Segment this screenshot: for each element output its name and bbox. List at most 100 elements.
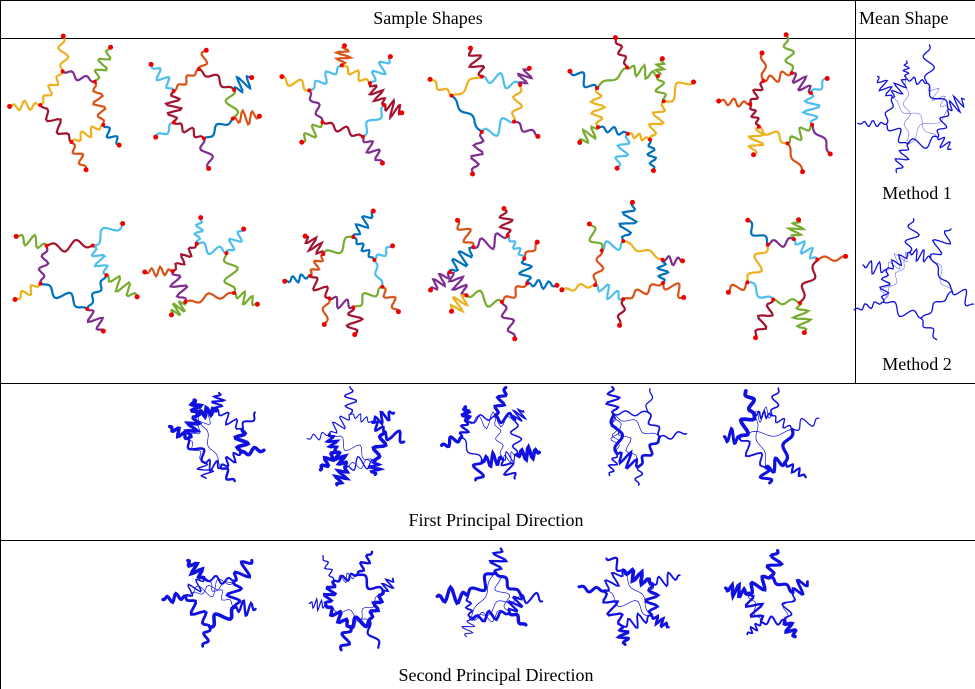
endpoint xyxy=(322,322,327,327)
shape-graph xyxy=(282,209,401,338)
endpoint xyxy=(380,161,385,166)
junction xyxy=(195,242,199,246)
edge xyxy=(203,627,211,646)
edge xyxy=(517,447,539,459)
shape-graph xyxy=(607,387,687,485)
edge xyxy=(199,69,234,90)
shape-graph xyxy=(149,48,262,171)
edge xyxy=(903,79,910,144)
endpoint xyxy=(206,166,211,171)
edge xyxy=(761,53,766,81)
edge xyxy=(803,93,819,125)
edge xyxy=(482,453,503,466)
edge xyxy=(580,127,598,143)
endpoint xyxy=(587,221,592,226)
edge xyxy=(16,235,46,248)
endpoint xyxy=(726,290,731,295)
edge xyxy=(521,593,542,603)
shape-graph xyxy=(567,35,696,173)
endpoint xyxy=(660,56,665,61)
edge xyxy=(749,127,763,155)
endpoint xyxy=(7,104,12,109)
edge xyxy=(462,619,474,637)
edge xyxy=(800,260,817,303)
shape-graph xyxy=(13,221,140,334)
junction xyxy=(480,75,484,79)
edge xyxy=(197,242,227,254)
endpoint xyxy=(796,217,801,222)
edge xyxy=(570,71,597,88)
junction xyxy=(480,130,484,134)
figure: Sample Shapes Mean Shape Method 1 Method… xyxy=(0,0,975,689)
edge xyxy=(921,291,952,318)
junction xyxy=(172,121,176,125)
edge xyxy=(221,467,235,481)
edge xyxy=(664,82,694,102)
edge xyxy=(323,237,353,254)
edge xyxy=(173,244,197,272)
endpoint xyxy=(153,135,158,140)
edge xyxy=(508,236,525,259)
edge xyxy=(886,124,907,144)
edge xyxy=(163,594,186,603)
edge xyxy=(353,287,382,308)
edge xyxy=(660,432,687,439)
edge xyxy=(794,239,818,260)
edge xyxy=(952,289,973,306)
edge xyxy=(747,282,773,299)
edge xyxy=(878,76,893,97)
edge xyxy=(863,261,886,274)
junction xyxy=(522,257,526,261)
edge xyxy=(370,57,391,84)
junction xyxy=(372,258,376,262)
edge xyxy=(305,236,323,254)
endpoint xyxy=(14,234,19,239)
junction xyxy=(595,86,599,90)
edge xyxy=(639,437,660,467)
edge xyxy=(858,121,887,127)
edge xyxy=(726,585,748,597)
shape-graph xyxy=(279,43,404,165)
endpoint xyxy=(120,221,125,226)
junction xyxy=(809,91,813,95)
edge xyxy=(811,79,827,94)
endpoint xyxy=(800,169,805,174)
edge xyxy=(615,38,627,68)
edge xyxy=(87,275,106,309)
junction xyxy=(320,120,324,124)
edge xyxy=(750,104,759,127)
edge xyxy=(234,292,257,305)
edge xyxy=(353,211,373,237)
edge xyxy=(788,125,813,144)
edge xyxy=(145,267,173,276)
edge xyxy=(892,98,938,138)
endpoint xyxy=(512,336,517,341)
shape-graph xyxy=(428,206,559,341)
edge xyxy=(603,570,623,591)
edge xyxy=(93,224,123,246)
edge xyxy=(923,45,934,83)
edge xyxy=(609,454,618,476)
edge xyxy=(450,247,473,272)
edge xyxy=(906,77,927,84)
shape-graph xyxy=(428,46,541,177)
endpoint xyxy=(559,287,564,292)
endpoint xyxy=(527,66,532,71)
edge xyxy=(619,626,629,644)
edge xyxy=(905,219,919,253)
edge xyxy=(191,400,201,414)
endpoint xyxy=(613,35,618,40)
edge xyxy=(514,122,538,137)
method-label: Method 2 xyxy=(882,354,952,374)
edge xyxy=(10,101,41,110)
endpoint xyxy=(303,234,308,239)
junction xyxy=(621,239,625,243)
edge xyxy=(236,430,248,452)
edge xyxy=(323,556,334,581)
edge xyxy=(782,593,795,620)
edge xyxy=(603,591,622,626)
edge xyxy=(330,414,351,434)
junction xyxy=(500,300,504,304)
edge xyxy=(221,452,241,467)
edge xyxy=(234,76,252,92)
